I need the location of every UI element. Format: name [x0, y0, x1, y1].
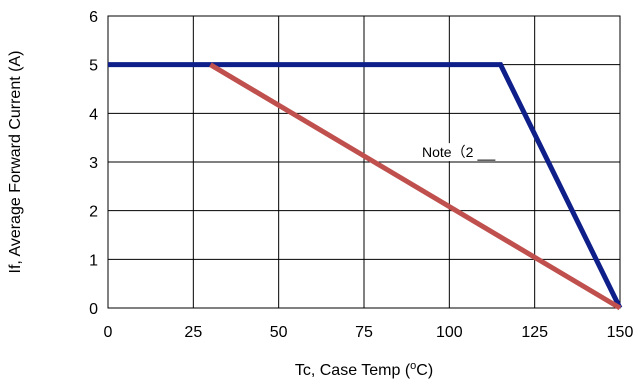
annotation-bg-0: [420, 143, 494, 162]
y-tick-label-1: 1: [89, 252, 98, 269]
x-tick-labels: 0 25 50 75 100 125 150: [104, 324, 634, 341]
x-axis-title-tail: C): [416, 362, 433, 379]
x-axis-title-main: Tc, Case Temp (: [295, 362, 411, 379]
y-tick-label-3: 3: [89, 155, 98, 172]
x-tick-label-1: 25: [184, 324, 202, 341]
x-tick-label-2: 50: [270, 324, 288, 341]
series-layer: [108, 62, 623, 311]
x-tick-label-3: 75: [355, 324, 373, 341]
y-tick-label-4: 4: [89, 106, 98, 123]
x-axis-title-sup: o: [410, 360, 416, 372]
y-tick-label-0: 0: [89, 301, 98, 318]
x-axis-title: Tc, Case Temp (oC): [295, 360, 433, 379]
x-tick-label-4: 100: [436, 324, 463, 341]
y-tick-labels: 0 1 2 3 4 5 6: [89, 9, 98, 318]
series-line-2: [209, 62, 622, 311]
annotation-label-0: Note（2: [422, 144, 474, 160]
y-tick-label-6: 6: [89, 9, 98, 26]
y-axis-title: If, Average Forward Current (A): [7, 51, 24, 274]
y-tick-label-5: 5: [89, 58, 98, 75]
x-tick-label-5: 125: [521, 324, 548, 341]
annotations: Note（2: [420, 143, 496, 162]
series-line-1: [108, 62, 623, 310]
x-tick-label-0: 0: [104, 324, 113, 341]
y-tick-label-2: 2: [89, 204, 98, 221]
plot-frame: [107, 15, 621, 309]
x-tick-label-6: 150: [607, 324, 634, 341]
